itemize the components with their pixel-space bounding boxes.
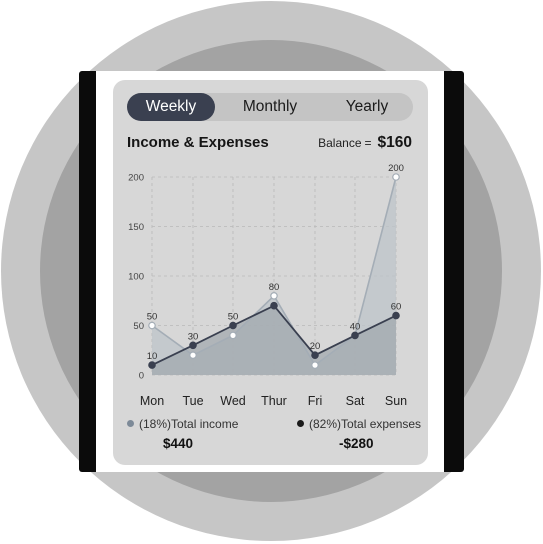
legend-expenses-dot	[297, 420, 304, 427]
series-1-point	[229, 321, 237, 330]
balance: Balance = $160	[318, 134, 412, 152]
legend-income-label: (18%)Total income	[139, 417, 239, 431]
x-tick-label: Wed	[220, 394, 246, 408]
balance-equals: =	[364, 136, 372, 150]
series-0-point	[392, 173, 400, 181]
tab-monthly[interactable]: Monthly	[242, 98, 298, 115]
series-1-point	[351, 331, 359, 340]
total-income-value: $440	[163, 436, 194, 451]
y-tick-label: 50	[133, 321, 144, 332]
total-expenses-value: -$280	[339, 436, 374, 451]
balance-label: Balance	[318, 136, 362, 150]
y-tick-label: 100	[128, 272, 144, 283]
tab-yearly[interactable]: Yearly	[345, 98, 389, 115]
series-0-point	[148, 321, 156, 330]
chart-title: Income & Expenses	[127, 134, 269, 151]
series-1-area	[152, 305, 396, 375]
data-label: 50	[147, 312, 158, 323]
period-tabs: Weekly Monthly Yearly	[127, 93, 413, 121]
data-label: 50	[228, 312, 239, 323]
y-tick-label: 150	[128, 222, 144, 233]
data-label: 80	[269, 282, 280, 293]
balance-value: $160	[377, 134, 412, 151]
series-1-point	[189, 341, 197, 350]
series-1-point	[148, 361, 156, 369]
series-1-point	[311, 351, 319, 360]
legend-income-dot	[127, 420, 134, 427]
data-label: 200	[388, 163, 404, 174]
series-0-point	[311, 361, 319, 369]
x-tick-label: Mon	[140, 394, 164, 408]
series-0-point	[270, 291, 278, 300]
data-label: 60	[391, 302, 402, 313]
series-1-point	[270, 301, 278, 310]
x-tick-label: Sun	[385, 394, 407, 408]
legend-expenses: (82%)Total expenses	[297, 417, 421, 431]
data-label: 30	[188, 331, 199, 342]
data-label: 10	[147, 351, 158, 362]
legend-income: (18%)Total income	[127, 417, 238, 431]
tab-weekly[interactable]: Weekly	[127, 93, 215, 121]
x-tick-label: Thur	[261, 394, 287, 408]
series-1-point	[392, 311, 400, 320]
y-tick-label: 0	[139, 371, 144, 382]
data-label: 20	[310, 341, 321, 352]
series-0-point	[189, 351, 197, 360]
y-tick-label: 200	[128, 173, 144, 184]
series-0-point	[229, 331, 237, 340]
data-label: 40	[350, 321, 361, 332]
x-tick-label: Fri	[308, 394, 323, 408]
legend-expenses-label: (82%)Total expenses	[309, 417, 422, 431]
x-tick-label: Tue	[182, 394, 203, 408]
x-tick-label: Sat	[346, 394, 365, 408]
